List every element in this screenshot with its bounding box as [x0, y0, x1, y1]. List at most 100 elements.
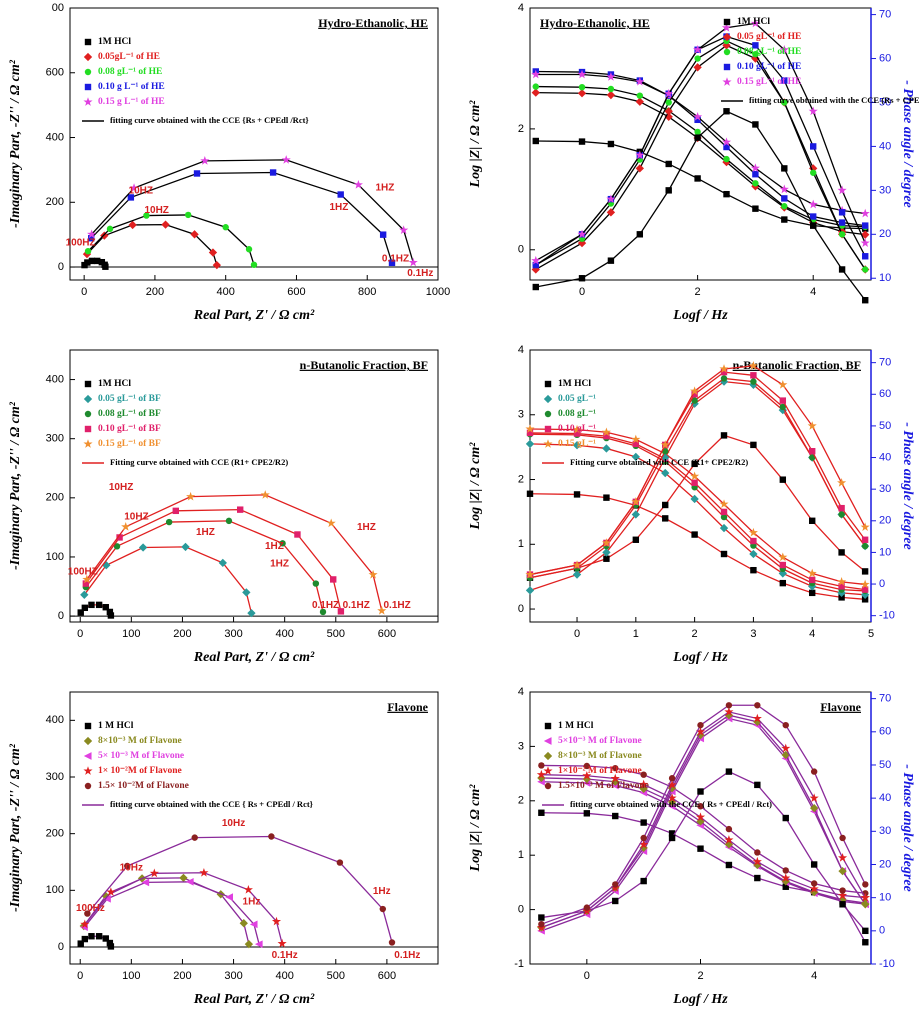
- x-tick-label: 600: [378, 970, 396, 982]
- marker: [578, 138, 586, 145]
- marker: [697, 721, 704, 729]
- x-tick-label: 500: [327, 970, 345, 982]
- marker: [838, 583, 845, 590]
- y2-tick-label: 10: [879, 546, 891, 558]
- fit-curve: [529, 443, 866, 596]
- marker: [84, 247, 92, 255]
- marker: [748, 527, 758, 537]
- marker: [781, 216, 788, 223]
- marker: [83, 766, 93, 775]
- fit-curve: [541, 717, 866, 932]
- y-tick-label: 400: [46, 131, 64, 143]
- marker: [693, 112, 703, 121]
- marker: [186, 491, 196, 501]
- marker: [200, 156, 210, 165]
- marker: [330, 576, 337, 583]
- annotation: 100HZ: [68, 566, 98, 577]
- marker: [83, 394, 93, 404]
- x-tick-label: 300: [224, 628, 242, 640]
- annotation: 0.1HZ: [382, 254, 409, 265]
- marker: [87, 229, 97, 239]
- marker: [664, 88, 674, 98]
- marker: [752, 180, 759, 187]
- marker: [368, 569, 378, 579]
- marker: [84, 38, 92, 46]
- marker: [694, 128, 701, 136]
- annotation: 0.1HZ: [312, 600, 339, 611]
- marker: [611, 777, 620, 786]
- y-tick-label: 400: [46, 373, 64, 385]
- marker: [838, 853, 848, 862]
- marker: [722, 77, 732, 86]
- marker: [582, 774, 591, 784]
- marker: [631, 497, 641, 506]
- marker: [225, 893, 233, 901]
- x-axis-label: Logf / Hz: [672, 308, 728, 323]
- marker: [94, 257, 101, 265]
- y-tick-label: 300: [46, 433, 64, 445]
- y-tick-label: 200: [46, 492, 64, 504]
- y-axis-label: -Imaginary Part, -Z'' / Ω cm²: [8, 59, 23, 228]
- marker: [810, 213, 817, 220]
- marker: [601, 427, 611, 437]
- marker: [667, 780, 677, 789]
- marker: [662, 515, 669, 522]
- marker: [247, 608, 256, 618]
- marker: [83, 52, 93, 62]
- marker: [337, 191, 344, 198]
- marker: [249, 920, 258, 929]
- marker: [779, 397, 787, 404]
- marker: [606, 72, 616, 81]
- legend-label: 0.10 gL⁻¹: [558, 424, 596, 434]
- marker: [725, 768, 733, 775]
- x-tick-label: 800: [358, 286, 376, 298]
- marker: [778, 569, 787, 578]
- x-tick-label: 4: [811, 970, 817, 982]
- marker: [179, 873, 188, 883]
- legend-label: 0.08 gL⁻¹ of HE: [98, 67, 162, 77]
- marker: [190, 230, 199, 239]
- marker: [752, 171, 759, 178]
- marker: [661, 468, 670, 478]
- marker: [750, 18, 760, 28]
- marker: [662, 448, 669, 455]
- marker: [809, 589, 816, 597]
- marker: [665, 160, 672, 168]
- marker: [782, 883, 789, 890]
- y2-tick-label: 60: [879, 52, 891, 64]
- marker: [610, 773, 620, 783]
- marker: [245, 246, 253, 253]
- marker: [141, 878, 150, 887]
- fit-curve: [529, 493, 866, 600]
- marker: [781, 165, 788, 172]
- marker: [838, 549, 845, 556]
- marker: [668, 830, 676, 837]
- marker: [612, 812, 619, 820]
- annotation: 100HZ: [66, 237, 96, 248]
- legend-label: 1× 10⁻²M of Flavone: [98, 766, 182, 776]
- x-tick-label: 4: [810, 286, 816, 298]
- marker: [606, 90, 616, 100]
- marker: [544, 425, 552, 433]
- marker: [837, 478, 847, 487]
- annotation: 10Hz: [222, 818, 245, 829]
- marker: [77, 940, 84, 947]
- annotation: 1HZ: [265, 541, 284, 552]
- marker: [83, 736, 93, 746]
- legend-label: 0.08 gL⁻¹: [558, 409, 596, 419]
- marker: [754, 702, 761, 709]
- y-tick-label: -1: [514, 958, 524, 970]
- y2-tick-label: 70: [879, 8, 891, 20]
- marker: [695, 812, 706, 822]
- marker: [116, 534, 123, 541]
- marker: [106, 887, 116, 896]
- annotation: 0.1HZ: [383, 600, 410, 611]
- marker: [606, 208, 616, 217]
- marker: [525, 569, 535, 579]
- y-tick-label: 2: [518, 795, 524, 807]
- marker: [690, 471, 700, 481]
- fit-curve: [85, 508, 342, 612]
- x-tick-label: 1000: [426, 286, 450, 298]
- marker: [861, 900, 870, 909]
